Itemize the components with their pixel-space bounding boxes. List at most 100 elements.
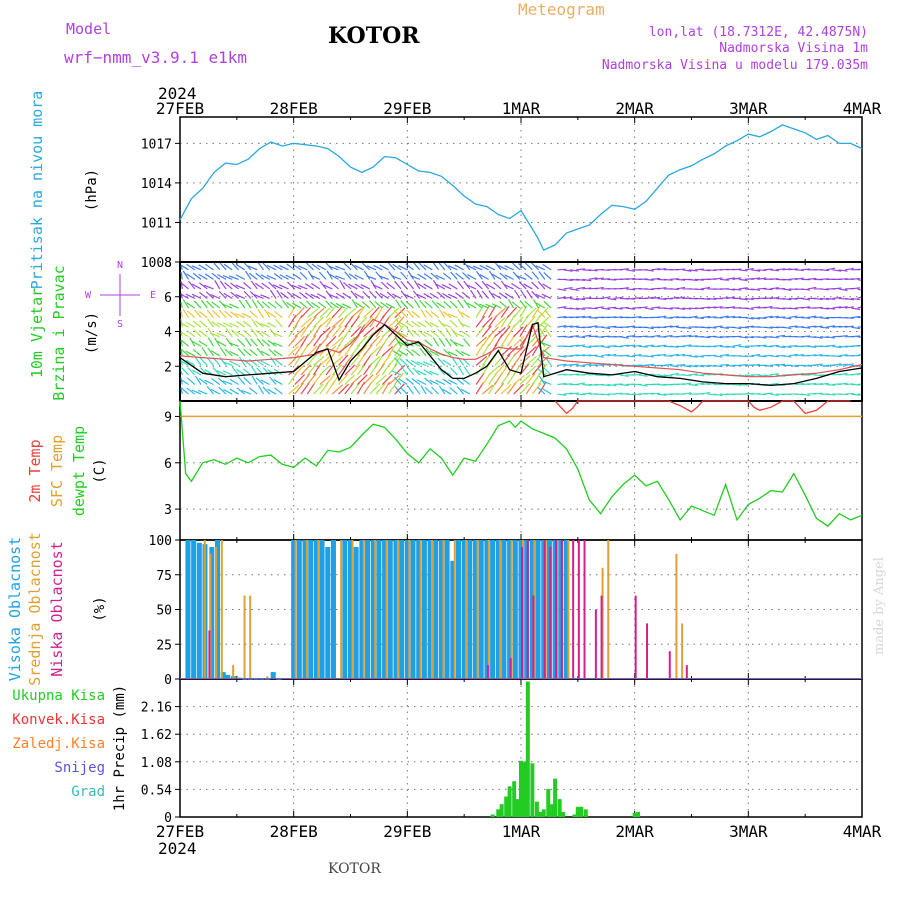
wind-arrow [538, 346, 550, 357]
wind-arrow [713, 305, 723, 309]
wind-arrow [212, 367, 221, 376]
wind-arrow [491, 303, 502, 309]
wind-arrow [429, 350, 439, 357]
wind-arrow [807, 277, 817, 280]
wind-arrow [541, 342, 552, 347]
wind-speed-line [179, 321, 863, 387]
wind-arrow [513, 326, 524, 338]
precip-bar [632, 812, 637, 817]
cloud-bar-low_cloud [594, 609, 597, 679]
wind-ytick-label: 4 [164, 326, 172, 341]
wind-arrow [394, 372, 404, 385]
wind-arrow [657, 353, 667, 357]
wind-arrow [682, 334, 692, 338]
wind-arrow [626, 335, 636, 338]
wind-arrow [851, 277, 861, 280]
cloud-bar-low_cloud [646, 623, 649, 679]
wind-arrow [279, 274, 289, 280]
precip-ytick-label: 0.54 [141, 783, 172, 798]
wind-arrow [238, 299, 246, 309]
wind-arrow [467, 302, 477, 309]
wind-arrow [707, 297, 717, 300]
wind-arrow [626, 307, 636, 310]
wind-arrow [311, 263, 321, 271]
temperature-ytick-label: 6 [164, 457, 172, 472]
wind-arrow [788, 307, 798, 310]
wind-arrow [531, 305, 541, 318]
wind-arrow [644, 296, 654, 300]
wind-arrow [416, 370, 427, 376]
wind-arrow [454, 264, 464, 271]
wind-arrow [519, 355, 531, 366]
wind-arrow [538, 355, 550, 366]
wind-arrow [361, 262, 371, 271]
wind-arrow [294, 326, 306, 338]
wind-arrow [294, 364, 305, 376]
wind-arrow [180, 264, 189, 271]
wind-arrow [782, 355, 792, 358]
wind-arrow [519, 383, 530, 395]
wind-arrow [229, 303, 239, 309]
wind-arrow [313, 355, 325, 366]
cloud-bar-high_cloud [387, 540, 393, 679]
wind-arrow [404, 293, 414, 300]
cloud-bar-low_cloud [560, 540, 563, 679]
wind-arrow [180, 318, 183, 328]
wind-arrow [319, 326, 331, 338]
cloud-bar-mid_cloud [317, 540, 320, 679]
wind-arrow [488, 365, 500, 376]
wind-arrow [763, 288, 773, 291]
wind-arrow [557, 296, 567, 300]
wind-arrow [769, 393, 779, 397]
wind-arrow [288, 335, 299, 347]
wind-arrow [250, 338, 258, 347]
wind-arrow [632, 315, 642, 319]
wind-arrow [213, 262, 221, 271]
wind-arrow [329, 293, 339, 300]
wind-arrow [651, 277, 661, 280]
pressure-line [179, 124, 863, 251]
wind-arrow [394, 383, 405, 395]
wind-arrow [254, 282, 264, 290]
wind-arrow [274, 300, 283, 309]
precip-legend-item: Snijeg [54, 760, 105, 776]
wind-arrow [369, 335, 380, 347]
wind-arrow [425, 309, 433, 319]
cloud-bar-high_cloud [185, 540, 191, 679]
wind-arrow [313, 372, 323, 385]
wind-arrow [776, 268, 786, 271]
cloud-bar-high_cloud [291, 540, 297, 679]
precip-ytick-label: 1.08 [141, 756, 172, 771]
wind-arrow [268, 281, 277, 290]
wind-arrow [475, 336, 487, 347]
precip-bar [534, 801, 539, 817]
wind-arrow [544, 309, 552, 318]
wind-arrow [231, 366, 240, 376]
compass-w: W [85, 290, 92, 301]
wind-arrow [857, 296, 862, 300]
wind-arrow [576, 268, 586, 271]
cloud-bar-high_cloud [259, 679, 265, 680]
wind-arrow [644, 326, 654, 330]
wind-arrow [757, 344, 767, 347]
wind-arrow [682, 364, 692, 368]
wind-arrow [462, 338, 471, 347]
wind-arrow [738, 297, 748, 301]
wind-arrow [826, 307, 836, 310]
wind-arrow [769, 296, 779, 300]
wind-arrow [751, 363, 761, 366]
wind-arrow [241, 312, 252, 319]
wind-arrow [231, 329, 239, 338]
wind-arrow [331, 336, 344, 347]
wind-arrow [676, 296, 686, 300]
precip-bar [549, 804, 554, 817]
wind-arrow [588, 335, 598, 338]
wind-arrow [229, 360, 239, 366]
wind-arrow [198, 378, 208, 385]
wind-arrow [406, 309, 415, 319]
wind-arrow [533, 299, 540, 309]
wind-arrow [255, 377, 264, 385]
cloud-bar-high_cloud [247, 679, 253, 680]
wind-arrow [438, 385, 446, 395]
wind-arrow [601, 307, 611, 310]
